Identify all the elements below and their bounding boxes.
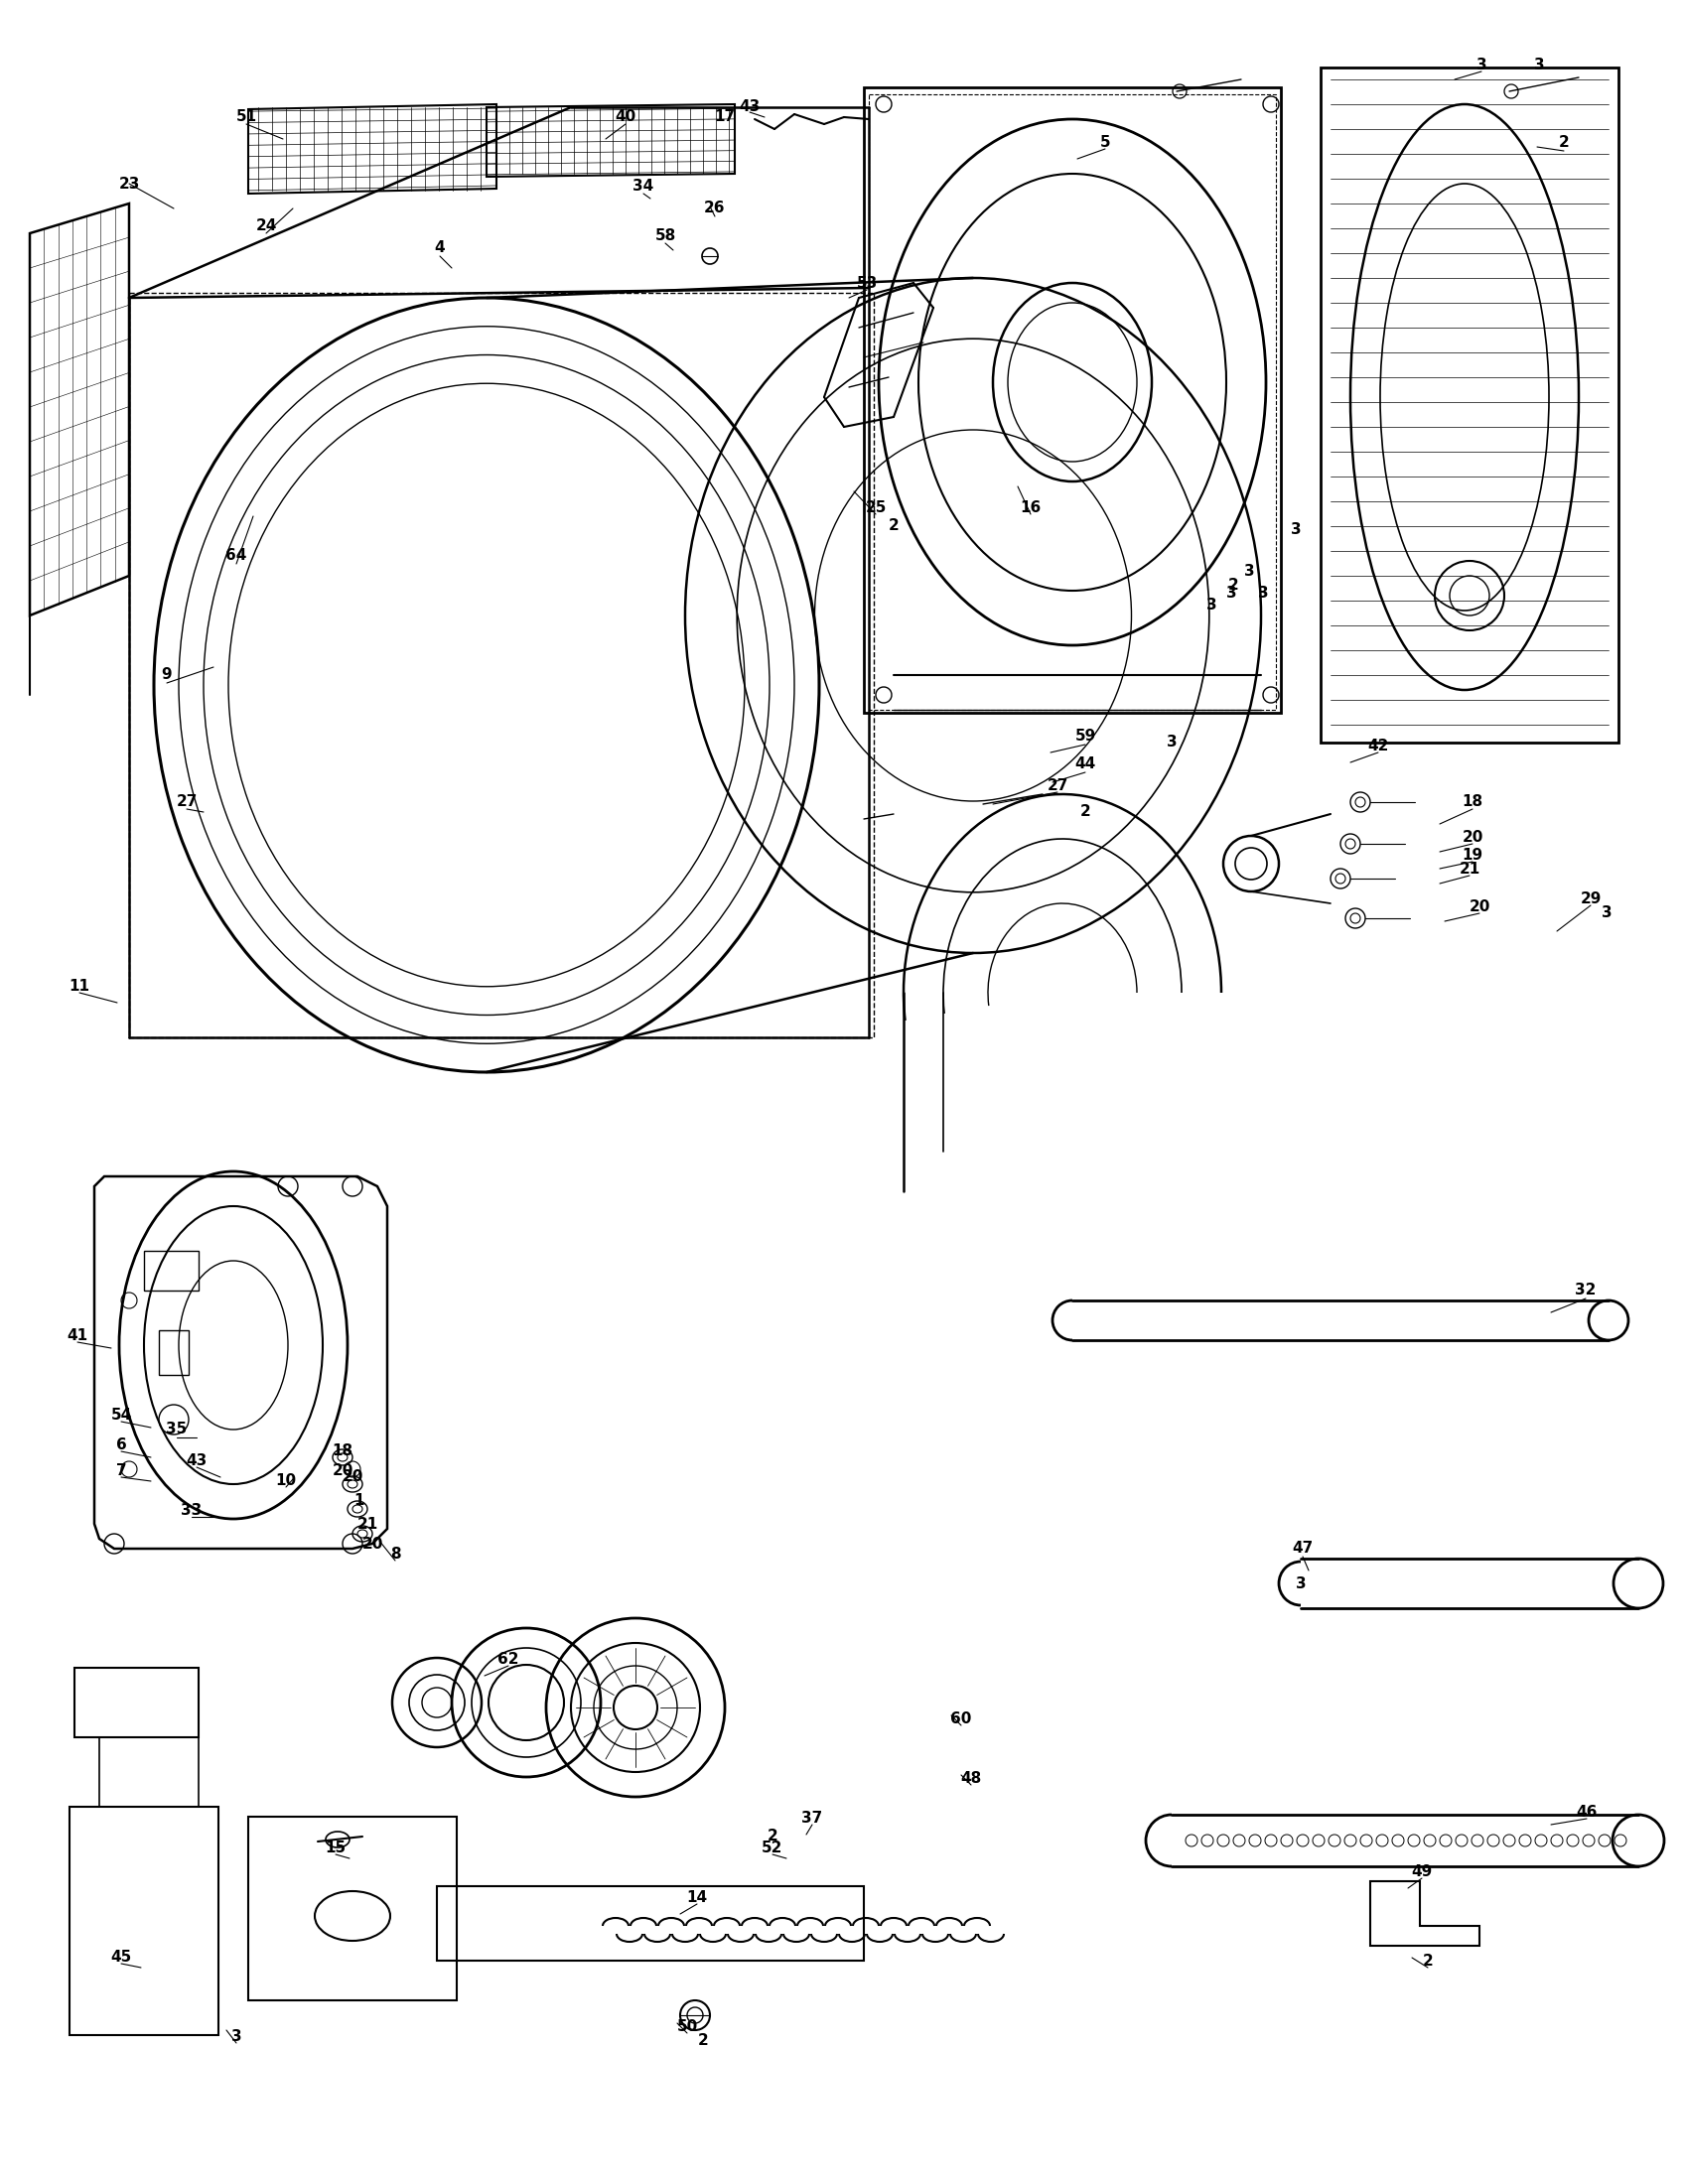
Text: 45: 45 [111,1950,131,1966]
Text: 51: 51 [236,109,256,124]
Text: 3: 3 [1601,906,1612,922]
Text: 11: 11 [69,978,89,994]
Text: 27: 27 [177,795,197,810]
Text: 3: 3 [1290,522,1302,537]
Text: 23: 23 [118,177,140,192]
Text: 64: 64 [226,548,248,563]
Text: 62: 62 [498,1653,519,1666]
Text: 19: 19 [1462,847,1484,863]
Text: 48: 48 [960,1771,982,1787]
Text: 43: 43 [185,1455,207,1468]
Text: 59: 59 [1074,729,1096,745]
Text: 58: 58 [655,229,675,245]
Text: 49: 49 [1411,1863,1433,1878]
Text: 44: 44 [1074,758,1096,771]
Text: 40: 40 [615,109,637,124]
Text: 3: 3 [1534,57,1544,72]
Bar [1320,68,1618,743]
Text: 2: 2 [1079,804,1091,819]
Text: 16: 16 [1021,500,1041,515]
Text: 37: 37 [802,1811,823,1826]
Text: 3: 3 [231,2029,241,2044]
Text: 3: 3 [1206,598,1216,614]
Text: 3: 3 [1226,585,1236,601]
Text: 33: 33 [182,1503,202,1518]
Text: 18: 18 [1462,795,1484,810]
Text: 20: 20 [1468,900,1490,913]
Text: 34: 34 [633,179,653,194]
Text: 2: 2 [887,520,899,533]
Text: 26: 26 [704,201,726,216]
Text: 52: 52 [761,1841,783,1856]
Text: 20: 20 [332,1463,354,1479]
Text: 21: 21 [1458,860,1480,876]
Bar [130,293,874,1037]
Text: 20: 20 [1462,830,1484,845]
Text: 2: 2 [1423,1952,1433,1968]
Bar [869,94,1276,710]
Text: 15: 15 [325,1841,347,1856]
Bar [158,1330,189,1376]
Text: 54: 54 [111,1406,131,1422]
Text: 21: 21 [357,1516,377,1531]
Text: 27: 27 [1047,780,1068,793]
Text: 3: 3 [1167,736,1177,749]
Text: 5: 5 [1100,135,1110,149]
Text: 4: 4 [434,240,445,256]
Text: 50: 50 [677,2020,697,2035]
Text: 17: 17 [714,109,736,124]
Text: 9: 9 [162,668,172,681]
Text: 7: 7 [116,1463,126,1479]
Text: 18: 18 [332,1444,354,1459]
Text: 20: 20 [362,1535,382,1551]
Text: 41: 41 [67,1328,88,1343]
Text: 3: 3 [1244,563,1255,579]
Text: 32: 32 [1575,1284,1596,1297]
Bar [143,1251,199,1291]
Text: 3: 3 [1258,585,1268,601]
Text: 43: 43 [739,100,759,114]
Text: 35: 35 [167,1422,187,1437]
Text: 24: 24 [256,218,276,234]
Text: 2: 2 [1558,135,1569,149]
Text: 20: 20 [342,1470,364,1485]
Text: 60: 60 [950,1712,972,1728]
Text: 2: 2 [1228,579,1238,594]
Text: 10: 10 [276,1474,296,1489]
Text: 25: 25 [866,500,886,515]
Text: 2: 2 [768,1830,778,1843]
Bar [248,1817,456,2001]
Text: 47: 47 [1292,1542,1314,1555]
Text: 1: 1 [354,1494,365,1509]
Text: 14: 14 [687,1891,707,1904]
Text: 46: 46 [1576,1804,1598,1819]
Text: 6: 6 [116,1437,126,1452]
Text: 3: 3 [1295,1577,1307,1590]
Text: 8: 8 [391,1546,401,1562]
Text: 2: 2 [697,2033,709,2049]
Text: 29: 29 [1580,891,1601,906]
Text: 53: 53 [855,275,877,290]
Text: 3: 3 [1477,57,1487,72]
Bar [864,87,1282,712]
Text: 42: 42 [1367,738,1389,753]
